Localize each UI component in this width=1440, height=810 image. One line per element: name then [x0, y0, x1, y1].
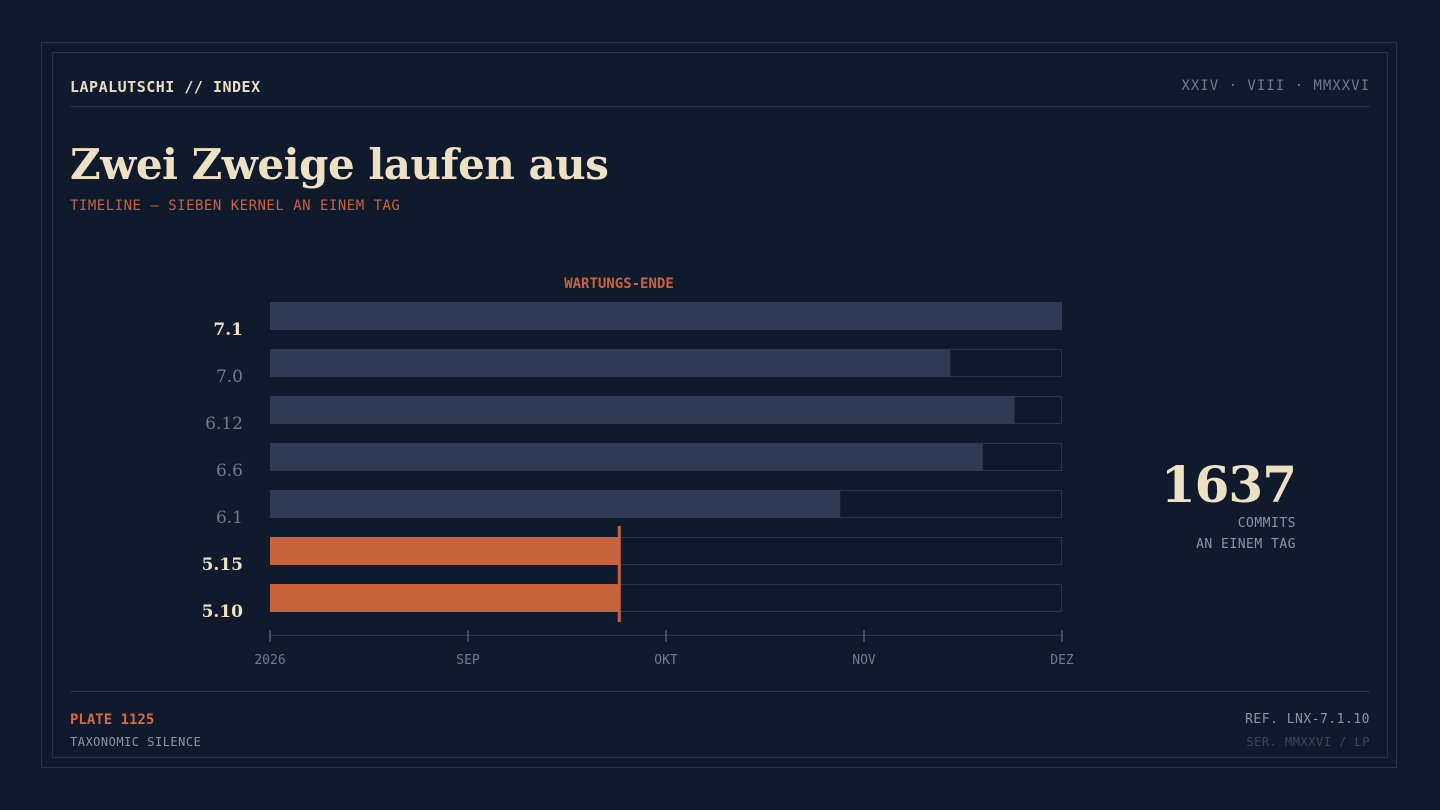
brand-label: LAPALUTSCHI // INDEX: [70, 78, 261, 96]
category-label: 7.0: [216, 367, 243, 387]
header-divider: [70, 106, 1370, 107]
category-label: 6.6: [216, 461, 243, 481]
reference-code: REF. LNX-7.1.10: [1245, 712, 1370, 727]
category-label: 6.12: [205, 414, 243, 434]
x-tick-label: 2026: [254, 653, 285, 668]
bar: [270, 443, 983, 471]
marker-label: WARTUNGS-ENDE: [564, 276, 674, 292]
bar: [270, 584, 620, 612]
inner-frame: [52, 52, 1388, 758]
bar: [270, 537, 620, 565]
category-label: 6.1: [216, 508, 243, 528]
category-label: 7.1: [213, 320, 243, 340]
footer-divider: [70, 691, 1370, 692]
commit-count: 1637: [1160, 455, 1297, 514]
x-tick-label: OKT: [654, 653, 678, 668]
commit-label: COMMITS: [1237, 516, 1296, 531]
page-subtitle: TIMELINE — SIEBEN KERNEL AN EINEM TAG: [70, 198, 401, 214]
x-tick-label: SEP: [456, 653, 480, 668]
bar: [270, 302, 1062, 330]
outer-frame: [41, 42, 1397, 768]
bar: [270, 396, 1015, 424]
plate-number: PLATE 1125: [70, 712, 155, 728]
series-code: SER. MMXXVI / LP: [1246, 735, 1370, 749]
category-label: 5.10: [202, 602, 244, 622]
category-label: 5.15: [202, 555, 243, 575]
commit-label-sub: AN EINEM TAG: [1196, 537, 1296, 552]
header-date: XXIV · VIII · MMXXVI: [1181, 78, 1370, 94]
bar: [270, 349, 951, 377]
x-tick-label: NOV: [852, 653, 876, 668]
x-tick-label: DEZ: [1050, 653, 1074, 668]
plate-caption: TAXONOMIC SILENCE: [70, 735, 202, 749]
bar: [270, 490, 841, 518]
page-title: Zwei Zweige laufen aus: [70, 140, 609, 189]
